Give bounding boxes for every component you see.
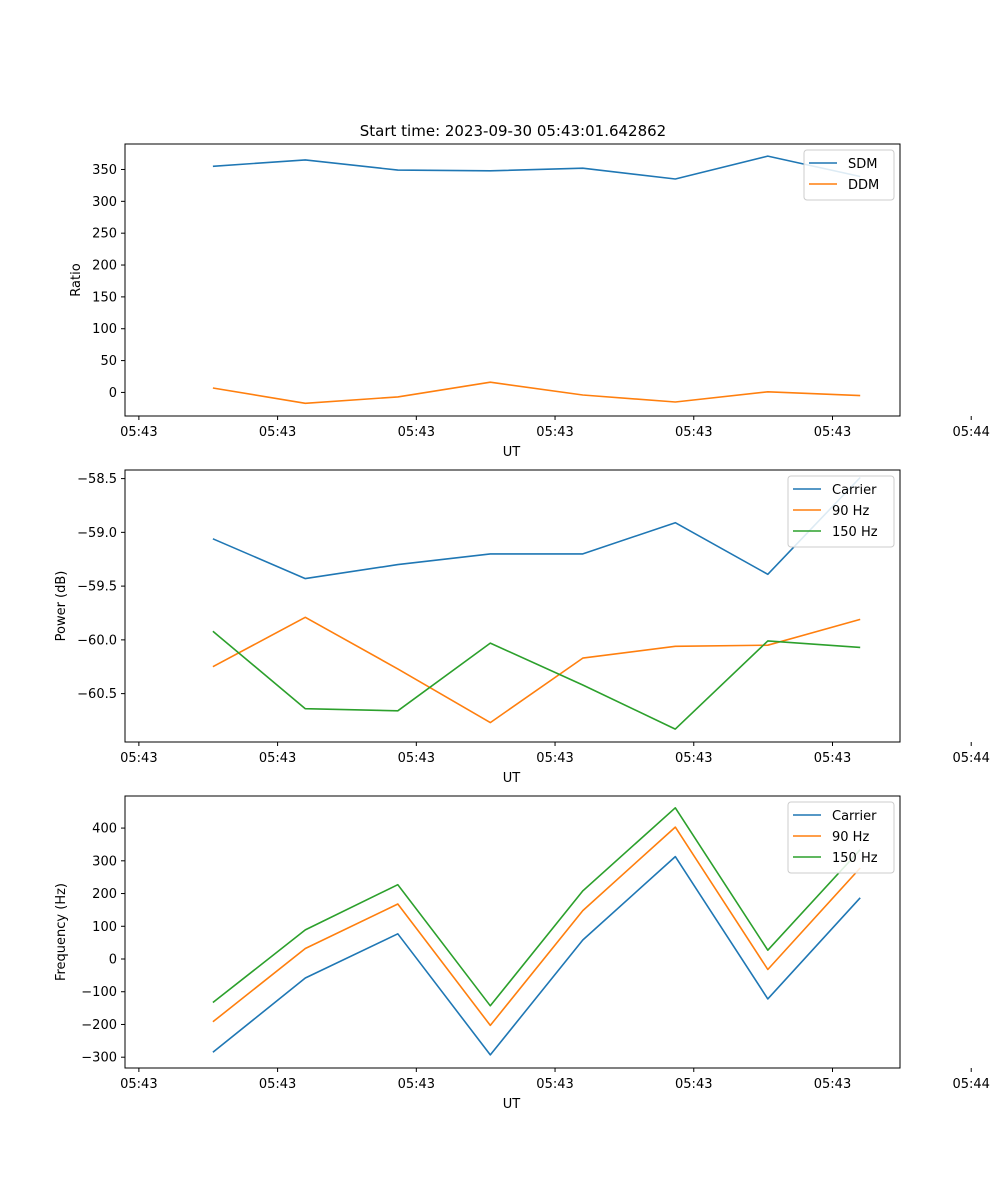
ratio-x-tick-label: 05:43 [814, 425, 851, 440]
ratio-y-axis-label: Ratio [69, 263, 84, 296]
power-x-tick-label: 05:43 [259, 751, 296, 766]
frequency-series-150-hz-line [212, 806, 861, 1007]
ratio-series-ddm-line [212, 381, 861, 405]
frequency-y-tick-label: 100 [92, 920, 117, 935]
frequency-panel: 05:43 05:43 05:43 05:43 05:43 05:43 05:44 −300 −… [54, 795, 990, 1112]
frequency-series-90-hz-line [212, 826, 861, 1027]
frequency-axes-frame [124, 795, 901, 1069]
power-panel: 05:43 05:43 05:43 05:43 05:43 05:43 05:44 −60.5… [54, 469, 990, 786]
power-x-tick-label: 05:43 [120, 751, 157, 766]
power-axes-frame [124, 469, 901, 743]
power-x-tick-label: 05:43 [814, 751, 851, 766]
frequency-y-axis-label: Frequency (Hz) [54, 883, 69, 981]
power-y-tick-label: −60.0 [77, 633, 117, 648]
ratio-x-tick-label: 05:43 [675, 425, 712, 440]
ratio-x-axis-label: UT [503, 445, 521, 460]
ratio-x-tick-label: 05:44 [952, 425, 989, 440]
frequency-y-tick-label: 400 [92, 822, 117, 837]
power-legend-label-150-hz: 150 Hz [832, 525, 878, 540]
frequency-y-tick-label: 300 [92, 854, 117, 869]
ratio-y-tick-label: 300 [92, 195, 117, 210]
frequency-x-tick-label: 05:44 [952, 1077, 989, 1092]
frequency-x-tick-label: 05:43 [814, 1077, 851, 1092]
ratio-y-tick-label: 150 [92, 290, 117, 305]
power-x-tick-label: 05:43 [536, 751, 573, 766]
frequency-legend-label-carrier: Carrier [832, 809, 877, 824]
power-series-150-hz-line [212, 630, 861, 730]
ratio-y-tick-label: 50 [100, 354, 117, 369]
ratio-y-tick-label: 0 [109, 386, 117, 401]
ratio-y-tick-label: 200 [92, 259, 117, 274]
frequency-x-axis-label: UT [503, 1097, 521, 1112]
power-y-tick-label: −59.0 [77, 526, 117, 541]
ratio-x-tick-label: 05:43 [536, 425, 573, 440]
frequency-series-carrier-line [212, 855, 861, 1056]
frequency-y-tick-label: 200 [92, 887, 117, 902]
ratio-x-tick-label: 05:43 [259, 425, 296, 440]
frequency-y-tick-label: −200 [81, 1018, 117, 1033]
power-legend-label-carrier: Carrier [832, 483, 877, 498]
frequency-x-tick-label: 05:43 [120, 1077, 157, 1092]
power-x-tick-label: 05:44 [952, 751, 989, 766]
power-x-tick-label: 05:43 [675, 751, 712, 766]
ratio-x-tick-label: 05:43 [398, 425, 435, 440]
frequency-y-tick-label: 0 [109, 953, 117, 968]
ratio-x-tick-label: 05:43 [120, 425, 157, 440]
power-series-carrier-line [212, 476, 861, 580]
ratio-axes-frame [124, 143, 901, 417]
ratio-series-sdm-line [212, 155, 861, 180]
ratio-y-tick-label: 350 [92, 163, 117, 178]
power-y-tick-label: −59.5 [77, 580, 117, 595]
frequency-x-tick-label: 05:43 [398, 1077, 435, 1092]
ratio-y-tick-label: 100 [92, 322, 117, 337]
power-legend-label-90-hz: 90 Hz [832, 504, 869, 519]
power-legend-box [787, 475, 895, 548]
power-x-axis-label: UT [503, 771, 521, 786]
power-y-tick-label: −60.5 [77, 687, 117, 702]
frequency-x-tick-label: 05:43 [259, 1077, 296, 1092]
power-x-tick-label: 05:43 [398, 751, 435, 766]
power-y-tick-label: −58.5 [77, 472, 117, 487]
frequency-x-tick-label: 05:43 [536, 1077, 573, 1092]
power-y-axis-label: Power (dB) [54, 571, 69, 642]
ratio-panel: 05:43 05:43 05:43 05:43 05:43 05:43 05:44 0 50 10… [69, 143, 990, 460]
frequency-x-tick-label: 05:43 [675, 1077, 712, 1092]
figure-title: Start time: 2023-09-30 05:43:01.642862 [360, 122, 666, 140]
frequency-legend-label-150-hz: 150 Hz [832, 851, 878, 866]
power-series-90-hz-line [212, 616, 861, 724]
frequency-legend-label-90-hz: 90 Hz [832, 830, 869, 845]
ratio-y-tick-label: 250 [92, 227, 117, 242]
frequency-legend-box [787, 801, 895, 874]
ratio-legend-label-ddm: DDM [848, 178, 879, 193]
frequency-y-tick-label: −100 [81, 985, 117, 1000]
frequency-y-tick-label: −300 [81, 1051, 117, 1066]
ratio-legend-label-sdm: SDM [848, 157, 877, 172]
